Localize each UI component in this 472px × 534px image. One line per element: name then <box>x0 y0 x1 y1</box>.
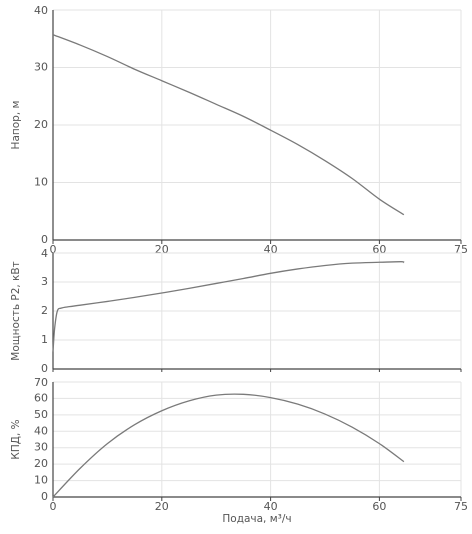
chart-panel-2: 0 1 2 3 4 Мощность Р2, кВт <box>10 247 462 375</box>
y-tick-label: 30 <box>34 61 48 74</box>
x-tick-label: 60 <box>372 500 386 513</box>
y-axis-title: Мощность Р2, кВт <box>10 261 22 360</box>
y-tick-label: 70 <box>34 376 48 389</box>
x-axis-title: Подача, м³/ч <box>222 513 291 525</box>
y-tick-label: 40 <box>34 424 48 437</box>
y-axis-title: Напор, м <box>10 101 22 150</box>
y-tick-label: 2 <box>41 304 48 317</box>
y-tick-label: 10 <box>34 176 48 189</box>
y-axis-title: КПД, % <box>10 419 22 459</box>
y-tick-label: 10 <box>34 474 48 487</box>
x-tick-label: 0 <box>50 500 57 513</box>
y-tick-label: 50 <box>34 408 48 421</box>
y-tick-label: 0 <box>41 362 48 375</box>
x-tick-label: 20 <box>155 500 169 513</box>
y-tick-label: 0 <box>41 490 48 503</box>
y-tick-label: 20 <box>34 118 48 131</box>
x-tick-label: 0 <box>50 243 57 256</box>
y-tick-label: 60 <box>34 391 48 404</box>
y-tick-label: 1 <box>41 333 48 346</box>
x-tick-label: 75 <box>454 500 468 513</box>
series-line-2 <box>52 261 405 352</box>
x-tick-label: 40 <box>264 500 278 513</box>
y-tick-label: 0 <box>41 233 48 246</box>
y-tick-label: 40 <box>34 4 48 17</box>
series-line-3 <box>52 393 405 498</box>
y-tick-label: 4 <box>41 247 48 260</box>
y-tick-label: 3 <box>41 275 48 288</box>
series-line-1 <box>52 34 405 216</box>
y-tick-label: 30 <box>34 441 48 454</box>
y-tick-label: 20 <box>34 457 48 470</box>
